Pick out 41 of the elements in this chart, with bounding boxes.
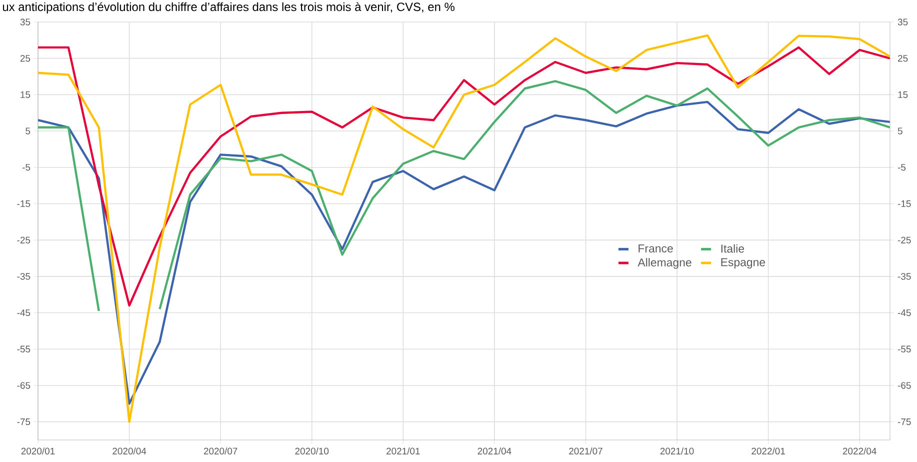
y-tick-label: -15 <box>898 200 911 208</box>
x-tick-label: 2021/01 <box>386 448 420 454</box>
y-tick-label: 5 <box>898 128 902 134</box>
y2-tick-label: -45 <box>17 309 30 316</box>
y-tick-label: 35 <box>898 18 908 26</box>
legend-label: Italie <box>721 244 744 253</box>
y-tick-label: -65 <box>898 382 911 389</box>
legend-label: France <box>638 244 673 252</box>
line-series <box>38 34 890 423</box>
x-tick-label: 2021/04 <box>478 448 512 454</box>
x-tick-label: 2020/04 <box>112 448 146 454</box>
y-tick-label: -55 <box>898 346 911 352</box>
y2-tick-label: -25 <box>17 236 30 244</box>
y2-tick-label: -75 <box>17 418 30 426</box>
legend-label: Espagne <box>721 258 766 269</box>
y2-tick-label: 25 <box>20 54 30 62</box>
y-tick-label: -45 <box>898 309 911 316</box>
y-tick-label: 25 <box>898 54 908 62</box>
x-tick-label: 2020/10 <box>295 448 329 454</box>
chart-title: ux anticipations d’évolution du chiffre d’affaires dans les trois mois à venir, CVS, en % <box>2 2 454 14</box>
y-tick-label: -5 <box>898 164 906 171</box>
y-tick-label: -35 <box>898 273 911 280</box>
y2-tick-label: -35 <box>17 273 30 280</box>
y2-tick-label: 15 <box>20 91 30 98</box>
x-tick-label: 2020/07 <box>204 448 238 454</box>
y-tick-label: 15 <box>898 91 908 98</box>
y2-tick-label: 35 <box>20 18 30 26</box>
y2-tick-label: 5 <box>26 128 30 134</box>
y2-tick-label: -55 <box>17 346 30 352</box>
x-tick-label: 2022/04 <box>842 448 876 454</box>
y2-tick-label: -15 <box>17 200 30 208</box>
y-tick-label: -25 <box>898 236 911 244</box>
y2-tick-label: -5 <box>22 164 30 171</box>
y-tick-label: -75 <box>898 418 911 426</box>
legend-label: Allemagne <box>638 258 692 269</box>
x-tick-label: 2021/07 <box>569 448 602 454</box>
y2-tick-label: -65 <box>17 382 30 389</box>
x-tick-label: 2022/01 <box>752 448 785 454</box>
line-series <box>38 100 890 405</box>
x-tick-label: 2021/10 <box>660 448 694 454</box>
x-tick-label: 2020/01 <box>21 448 55 454</box>
